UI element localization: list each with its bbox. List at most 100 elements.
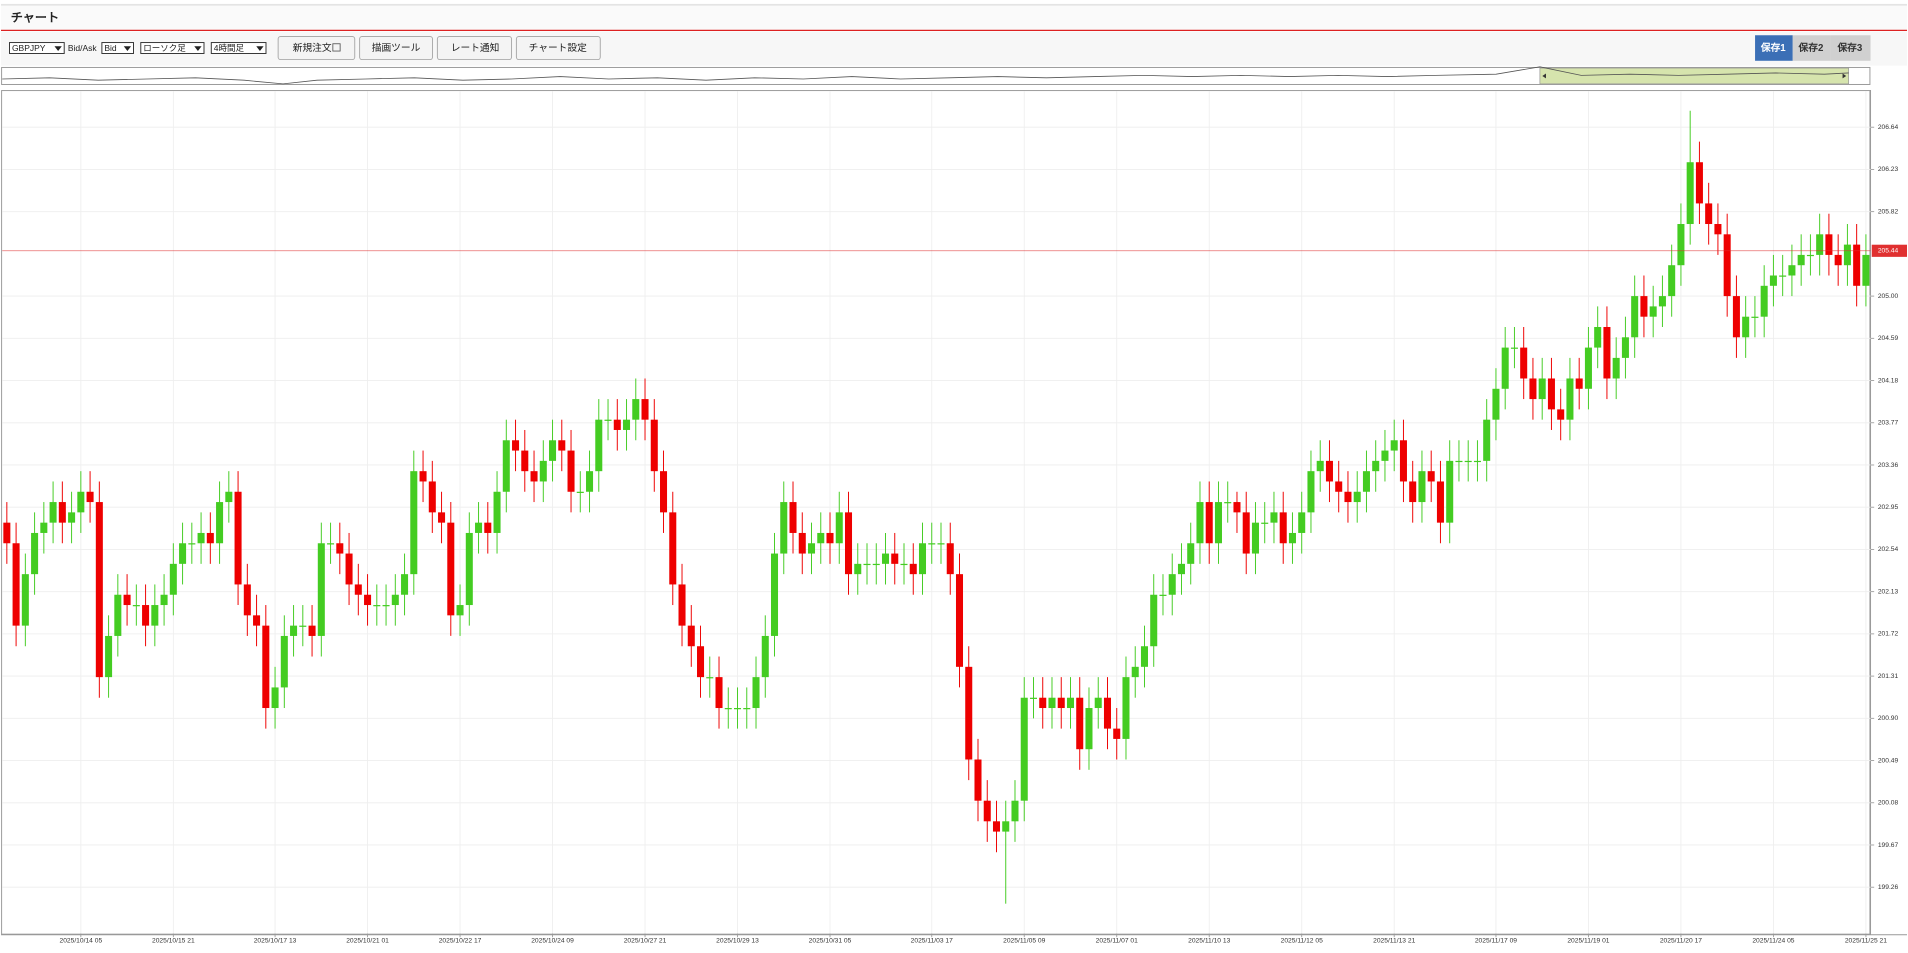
candle-body xyxy=(660,471,668,513)
candle-body xyxy=(1196,502,1204,544)
candle-body xyxy=(206,532,214,544)
x-tick-label: 2025/11/05 09 xyxy=(1003,938,1045,945)
candle-body xyxy=(1538,378,1546,400)
x-tick-label: 2025/10/14 05 xyxy=(59,938,102,945)
save-tab[interactable] xyxy=(1830,35,1871,61)
side-value: Bid xyxy=(104,43,117,53)
candle-body xyxy=(965,666,973,760)
candle-body xyxy=(650,419,658,472)
candle-body xyxy=(1788,265,1796,276)
candle-body xyxy=(1853,244,1861,286)
candle-body xyxy=(345,553,353,585)
candle-body xyxy=(1029,697,1038,699)
candle-body xyxy=(780,502,788,554)
candle-body xyxy=(623,419,631,430)
candle-body xyxy=(1168,574,1176,595)
candle-body xyxy=(105,635,113,678)
candle-body xyxy=(271,687,279,709)
candle-body xyxy=(1464,460,1472,463)
chart-settings-button[interactable] xyxy=(515,35,601,61)
candle-body xyxy=(983,800,991,822)
candle-body xyxy=(299,625,307,627)
candle-body xyxy=(872,563,880,566)
candle-body xyxy=(1834,254,1842,266)
candle-body xyxy=(1621,337,1629,358)
navigator-handle[interactable] xyxy=(1842,73,1847,79)
y-tick-label: 204.18 xyxy=(1878,377,1899,384)
candle-body xyxy=(1048,697,1056,709)
y-tick-label: 205.00 xyxy=(1878,293,1899,300)
select-arrow xyxy=(256,46,264,52)
select-box[interactable] xyxy=(140,42,205,54)
x-tick-label: 2025/11/03 17 xyxy=(911,938,953,945)
candle-body xyxy=(3,522,11,544)
navigator-handle[interactable] xyxy=(1542,73,1546,79)
y-tick-label: 206.64 xyxy=(1878,124,1899,131)
save-tab[interactable] xyxy=(1792,35,1831,61)
chart-style-select[interactable]: ローソク足 xyxy=(140,42,205,54)
symbol-select[interactable]: GBPJPY xyxy=(9,42,65,54)
navigator-window[interactable] xyxy=(1539,67,1850,85)
candle-body xyxy=(179,543,187,564)
candle-body xyxy=(1566,378,1574,420)
x-tick-label: 2025/10/21 01 xyxy=(346,938,389,945)
button-label: レート通知 xyxy=(451,41,500,54)
save-tab-active[interactable] xyxy=(1755,35,1793,61)
select-box[interactable] xyxy=(9,42,65,54)
candle-body xyxy=(290,625,298,636)
y-tick-label: 202.95 xyxy=(1878,504,1899,511)
candle-body xyxy=(1473,460,1481,463)
candle-body xyxy=(438,512,446,523)
timeframe-select[interactable]: 4時間足 xyxy=(210,42,267,54)
tab-label: 保存1 xyxy=(1760,41,1786,54)
button-label: チャート設定 xyxy=(529,42,587,54)
y-tick-label: 205.82 xyxy=(1878,208,1899,215)
x-tick-label: 2025/10/31 05 xyxy=(809,938,852,945)
candle-body xyxy=(1769,275,1777,286)
new-order-button[interactable] xyxy=(277,35,356,61)
candle-body xyxy=(262,625,270,709)
y-tick-label: 201.31 xyxy=(1878,673,1899,680)
candle-body xyxy=(928,543,936,545)
candle-body xyxy=(169,563,177,595)
candle-body xyxy=(1779,275,1787,277)
symbol-value: GBPJPY xyxy=(12,43,46,53)
select-box[interactable] xyxy=(101,42,134,54)
candle-body xyxy=(197,532,205,544)
candle-body xyxy=(151,605,159,626)
candle-body xyxy=(1002,821,1010,832)
rate-alert-button[interactable] xyxy=(436,35,513,61)
candle-body xyxy=(734,708,742,710)
candle-body xyxy=(1381,450,1389,461)
plot-area xyxy=(1,90,1871,935)
candle-body xyxy=(1066,697,1075,709)
window-title: チャート xyxy=(11,10,59,24)
candle-body xyxy=(12,543,20,626)
tab-label: 保存2 xyxy=(1798,41,1824,54)
candle-body xyxy=(502,440,510,492)
candle-body xyxy=(1806,254,1814,257)
candle-body xyxy=(1279,512,1287,544)
drawing-tools-button[interactable] xyxy=(359,35,434,61)
candle-body xyxy=(549,440,557,461)
candle-body xyxy=(1214,502,1222,544)
select-box[interactable] xyxy=(210,42,267,54)
candle-body xyxy=(798,532,806,554)
candle-body xyxy=(49,502,57,523)
candle-body xyxy=(613,419,621,430)
candle-body xyxy=(1510,347,1518,349)
candle-body xyxy=(160,594,168,606)
candle-body xyxy=(1751,316,1759,318)
candle-body xyxy=(817,532,825,544)
side-select[interactable]: Bid xyxy=(101,42,134,54)
current-price-label: 205.44 xyxy=(1878,248,1899,255)
candle-body xyxy=(40,522,48,533)
candle-body xyxy=(863,563,871,566)
candle-body xyxy=(428,481,436,513)
y-tick-label: 200.90 xyxy=(1878,715,1899,722)
candle-body xyxy=(1677,224,1685,266)
candle-body xyxy=(1177,563,1185,575)
candle-body xyxy=(1057,697,1065,709)
candle-body xyxy=(1843,244,1851,266)
candle-body xyxy=(1418,471,1426,503)
